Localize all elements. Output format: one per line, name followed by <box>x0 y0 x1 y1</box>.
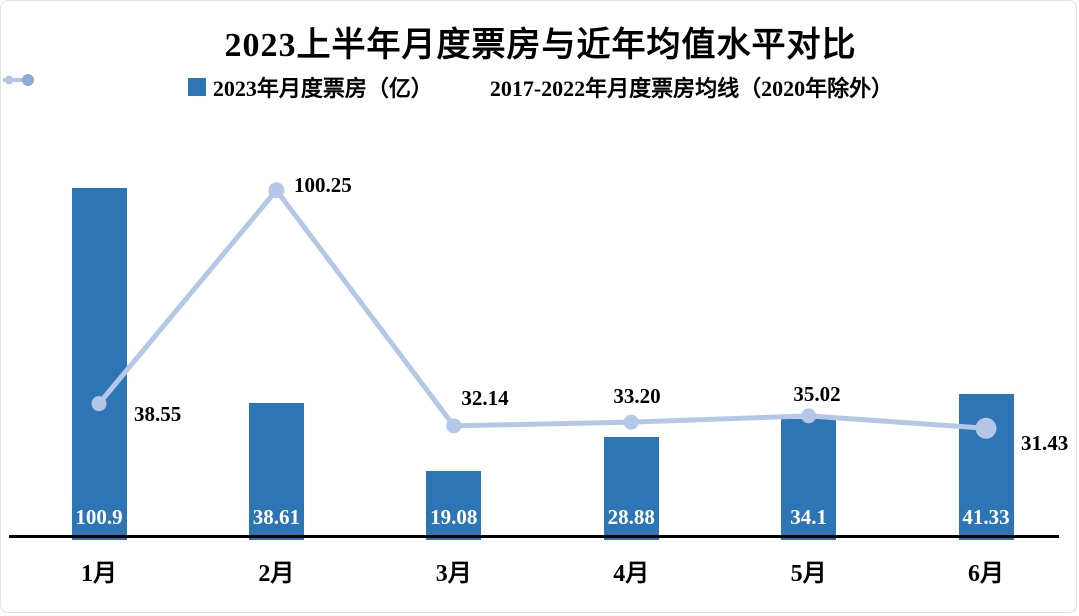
line-marker-4月 <box>623 414 639 430</box>
bar-value-label: 28.88 <box>607 505 655 529</box>
x-axis-category-label: 2月 <box>258 561 295 587</box>
bar-series-swatch-icon <box>187 78 206 96</box>
x-axis-category-label: 4月 <box>613 561 650 587</box>
bar-value-label: 41.33 <box>962 505 1010 529</box>
line-value-label: 33.20 <box>613 384 661 408</box>
bar-2月 <box>248 403 304 540</box>
bar-value-label: 34.1 <box>790 505 827 529</box>
x-axis-category-label: 5月 <box>790 561 827 587</box>
line-value-label: 38.55 <box>134 402 182 426</box>
chart-legend: 2023年月度票房（亿） 2017-2022年月度票房均线（2020年除外） <box>1 71 1079 103</box>
chart-title: 2023上半年月度票房与近年均值水平对比 <box>224 27 857 64</box>
bar-value-label: 38.61 <box>252 505 301 529</box>
bar-3月 <box>426 471 482 540</box>
x-axis-category-label: 1月 <box>81 561 117 587</box>
line-swatch-glyph <box>3 74 34 86</box>
x-axis-line <box>9 535 1059 538</box>
line-series-swatch-icon <box>3 74 483 96</box>
line-value-label: 32.14 <box>461 386 509 410</box>
legend-label-line-series: 2017-2022年月度票房均线（2020年除外） <box>489 76 894 101</box>
legend-label-bar-series: 2023年月度票房（亿） <box>212 76 433 101</box>
line-value-label: 35.02 <box>793 382 841 406</box>
line-value-label: 31.43 <box>1021 431 1069 455</box>
bar-value-label: 19.08 <box>430 505 478 529</box>
legend-item-line-series: 2017-2022年月度票房均线（2020年除外） <box>3 71 894 103</box>
average-line <box>97 186 987 431</box>
bar-1月 <box>71 187 127 540</box>
bar-value-label: 100.9 <box>75 505 123 529</box>
bar-4月 <box>603 437 659 540</box>
line-marker-5月 <box>801 408 817 424</box>
line-marker-2月 <box>268 182 285 199</box>
line-marker-1月 <box>91 396 107 412</box>
legend-item-bar-series: 2023年月度票房（亿） <box>187 71 433 103</box>
x-axis-category-label: 3月 <box>435 561 472 587</box>
line-marker-3月 <box>446 418 462 434</box>
x-axis-category-label: 6月 <box>968 561 1004 587</box>
bar-5月 <box>781 419 837 540</box>
line-value-label: 100.25 <box>294 173 352 197</box>
line-marker-6月 <box>975 417 997 439</box>
